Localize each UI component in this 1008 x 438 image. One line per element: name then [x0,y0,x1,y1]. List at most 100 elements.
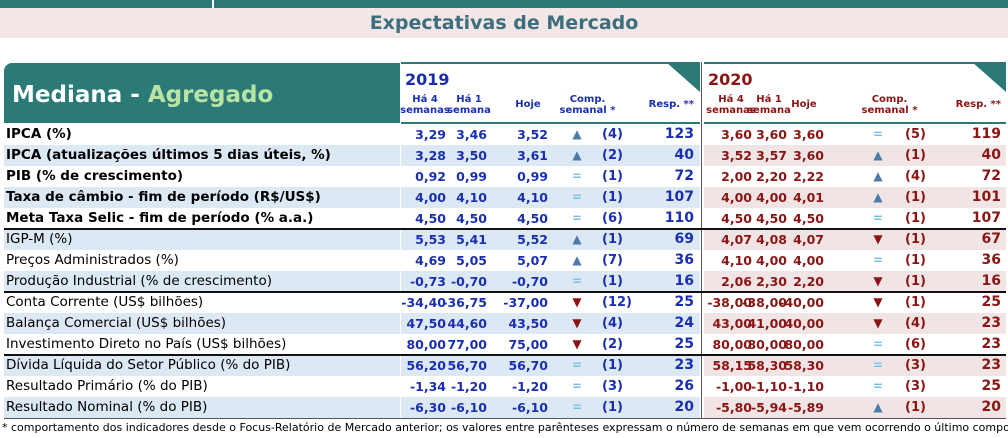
row-label: Meta Taxa Selic - fim de período (% a.a.… [6,210,314,226]
row-label: IGP-M (%) [6,231,73,247]
row-label: Taxa de câmbio - fim de período (R$/US$) [6,189,321,205]
weeks-count: (1) [602,190,623,205]
row-label: PIB (% de crescimento) [6,168,184,184]
respondents: 23 [981,357,1001,373]
top-bar [0,0,1008,8]
respondents: 20 [674,399,694,415]
column-header: Hoje [791,99,817,110]
value: -0,70 [450,274,487,289]
row-band [401,187,700,208]
weeks-count: (1) [905,232,926,247]
column-header: semanal * [861,105,918,116]
value: 4,00 [415,190,446,205]
row-band [4,397,400,418]
value: 4,00 [756,253,787,268]
trend-arrow: ▲ [572,232,582,246]
respondents: 25 [674,294,694,310]
trend-arrow: = [571,358,583,372]
value: -0,73 [409,274,446,289]
column-header: semana [447,105,491,116]
weeks-count: (1) [602,232,623,247]
respondents: 23 [674,357,694,373]
trend-arrow: = [872,127,884,141]
column-header: Há 4 [718,94,744,105]
row-band [704,397,1006,418]
weeks-count: (4) [602,127,623,142]
year-panel [704,62,1006,124]
value: -5,80 [715,400,752,415]
value: 3,52 [721,148,752,163]
row-band [704,145,1006,166]
row-label: Resultado Primário (% do PIB) [6,378,208,394]
value: 75,00 [508,337,548,352]
value: 44,60 [447,316,487,331]
value: 4,50 [517,211,548,226]
trend-arrow: = [872,379,884,393]
value: 80,00 [747,337,787,352]
value: 4,10 [456,190,487,205]
row-band [401,145,700,166]
respondents: 40 [674,147,694,163]
value: -38,00 [707,295,752,310]
value: 58,15 [712,358,752,373]
value: 4,50 [415,211,446,226]
value: 43,00 [712,316,752,331]
row-band [401,355,700,376]
row-band [704,355,1006,376]
respondents: 40 [981,147,1001,163]
weeks-count: (12) [602,295,632,310]
value: 4,10 [517,190,548,205]
value: 3,61 [517,148,548,163]
respondents: 72 [674,168,694,184]
value: 3,28 [415,148,446,163]
row-band [4,313,400,334]
value: -1,20 [450,379,487,394]
value: 2,20 [756,169,787,184]
weeks-count: (1) [602,358,623,373]
value: 2,22 [793,169,824,184]
row-band [4,271,400,292]
weeks-count: (1) [905,253,926,268]
column-header: semanas [400,105,450,116]
column-header: Hoje [515,99,541,110]
row-label: Investimento Direto no País (US$ bilhões… [6,336,287,352]
year-label: 2019 [405,70,450,89]
weeks-count: (4) [905,316,926,331]
value: 5,53 [415,232,446,247]
weeks-count: (1) [905,274,926,289]
value: 4,10 [721,253,752,268]
value: 5,05 [456,253,487,268]
weeks-count: (4) [602,316,623,331]
weeks-count: (1) [602,169,623,184]
weeks-count: (6) [905,337,926,352]
respondents: 110 [664,210,694,226]
trend-arrow: ▲ [572,127,582,141]
value: 3,60 [756,127,787,142]
value: 4,00 [793,253,824,268]
trend-arrow: = [872,211,884,225]
row-label: IPCA (%) [6,126,72,142]
trend-arrow: ▲ [873,190,883,204]
column-header: Há 4 [412,94,438,105]
value: 58,30 [747,358,787,373]
trend-arrow: = [571,274,583,288]
row-band [4,187,400,208]
respondents: 16 [981,273,1001,289]
trend-arrow: ▲ [572,148,582,162]
value: 4,01 [793,190,824,205]
column-header: Comp. [871,94,908,105]
value: -36,75 [442,295,487,310]
label-header [4,63,400,123]
trend-arrow: = [571,379,583,393]
trend-arrow: ▲ [873,148,883,162]
row-label: IPCA (atualizações últimos 5 dias úteis,… [6,147,331,163]
weeks-count: (1) [602,400,623,415]
weeks-count: (1) [905,211,926,226]
respondents: 67 [981,231,1001,247]
trend-arrow: ▼ [873,232,883,246]
value: 43,50 [508,316,548,331]
value: -1,10 [750,379,787,394]
group-line [4,354,1006,356]
value: 3,60 [793,148,824,163]
